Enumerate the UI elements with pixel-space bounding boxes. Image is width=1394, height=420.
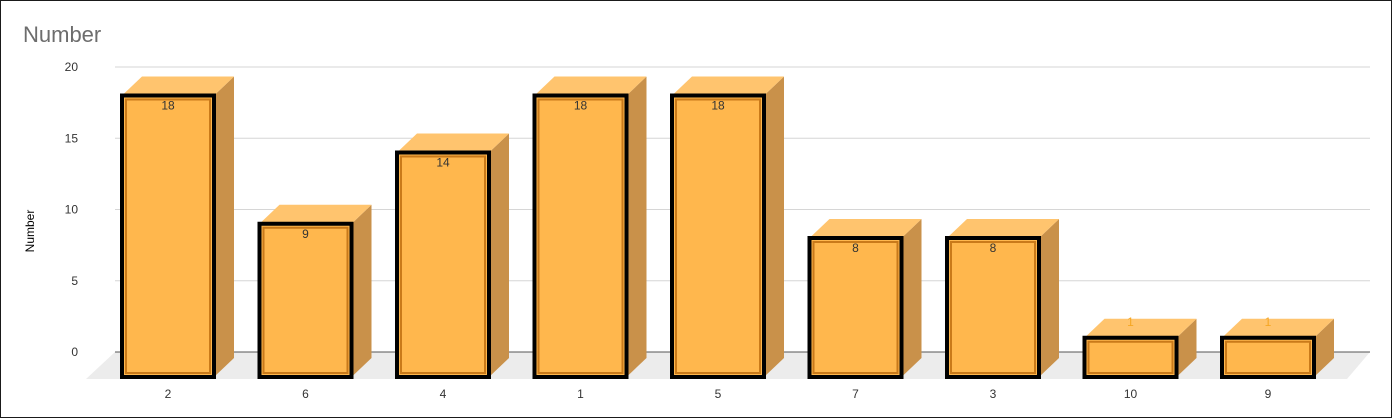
bar-inner-frame — [537, 98, 624, 374]
bar-inner-frame — [950, 241, 1036, 374]
bar-top-face — [122, 76, 234, 96]
data-label: 1 — [1127, 315, 1134, 329]
bar-inner-frame — [125, 98, 211, 374]
bar-front-face — [1220, 335, 1316, 379]
x-axis-ticks: 2 6 4 1 5 7 3 10 9 — [165, 387, 1272, 401]
bar-front-face — [945, 236, 1041, 379]
bar-front-face — [670, 93, 766, 379]
data-label: 8 — [852, 241, 859, 255]
y-tick-label: 20 — [65, 60, 79, 74]
data-label: 1 — [1265, 315, 1272, 329]
bar-top-face — [1222, 318, 1334, 338]
bar-inner-frame — [812, 241, 899, 374]
bar-top-face — [397, 133, 509, 153]
data-label: 9 — [302, 227, 309, 241]
bar-front-face — [807, 236, 904, 379]
data-label: 8 — [990, 241, 997, 255]
bar-front-face — [120, 93, 216, 379]
bar-inner-frame — [400, 155, 486, 374]
bar: 14 — [395, 133, 509, 379]
data-label: 18 — [574, 99, 588, 113]
bar: 18 — [120, 76, 234, 379]
data-label: 14 — [436, 156, 450, 170]
bar: 18 — [532, 76, 647, 379]
bar-side-face — [489, 133, 509, 377]
y-tick-label: 10 — [65, 203, 79, 217]
bar: 1 — [1220, 315, 1334, 379]
y-tick-label: 0 — [71, 345, 78, 359]
bar-top-face — [809, 219, 922, 238]
bar-side-face — [1039, 219, 1059, 377]
bar-top-face — [672, 76, 784, 96]
bar-side-face — [214, 76, 234, 377]
chart-title: Number — [23, 22, 102, 47]
bar-side-face — [626, 76, 647, 377]
x-tick-label: 6 — [302, 387, 309, 401]
bar: 18 — [670, 76, 784, 379]
bar-front-face — [257, 221, 354, 379]
y-tick-label: 5 — [71, 274, 78, 288]
bar-side-face — [1314, 318, 1334, 377]
bar-side-face — [764, 76, 784, 377]
x-tick-label: 3 — [990, 387, 997, 401]
x-tick-label: 10 — [1124, 387, 1138, 401]
bar: 1 — [1082, 315, 1197, 379]
bar-side-face — [351, 204, 372, 377]
bar-side-face — [1176, 318, 1197, 377]
x-tick-label: 1 — [577, 387, 584, 401]
bar: 9 — [257, 204, 372, 379]
bar-inner-frame — [1087, 340, 1174, 374]
x-tick-label: 2 — [165, 387, 172, 401]
bar-top-face — [259, 204, 372, 224]
bar: 8 — [807, 219, 922, 379]
bar-side-face — [901, 219, 922, 377]
x-tick-label: 4 — [440, 387, 447, 401]
bar-inner-frame — [262, 226, 349, 374]
y-axis-title: Number — [23, 210, 37, 253]
data-label: 18 — [161, 99, 175, 113]
y-tick-label: 15 — [65, 131, 79, 145]
bar-front-face — [532, 93, 629, 379]
x-tick-label: 9 — [1265, 387, 1272, 401]
bar: 8 — [945, 219, 1059, 379]
bar-top-face — [947, 219, 1059, 238]
bars: 18 9 14 18 18 8 8 1 1 — [120, 76, 1334, 379]
y-axis-ticks: 20 15 10 5 0 — [65, 60, 79, 359]
data-label: 18 — [711, 99, 725, 113]
bar-inner-frame — [675, 98, 761, 374]
bar-front-face — [395, 150, 491, 379]
x-tick-label: 7 — [852, 387, 859, 401]
bar-top-face — [534, 76, 647, 96]
bar-inner-frame — [1225, 340, 1311, 374]
bar-top-face — [1084, 318, 1197, 338]
x-tick-label: 5 — [715, 387, 722, 401]
bar-front-face — [1082, 335, 1179, 379]
